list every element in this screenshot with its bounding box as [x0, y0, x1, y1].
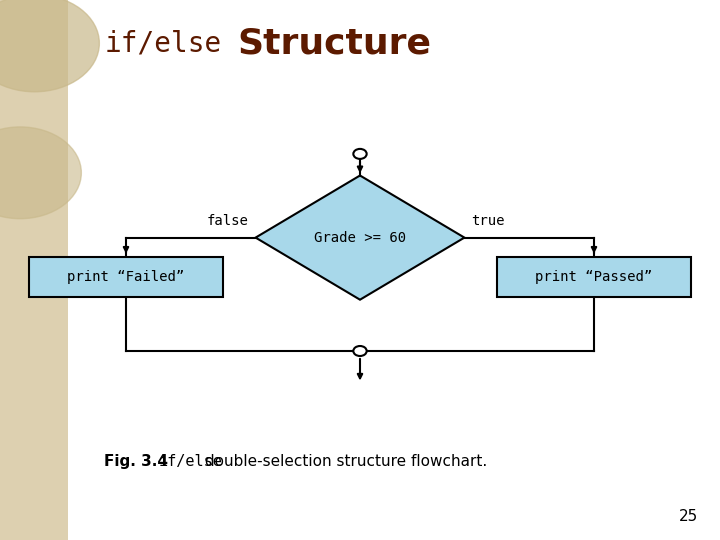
- Text: true: true: [472, 214, 505, 228]
- Text: Fig. 3.4: Fig. 3.4: [104, 454, 168, 469]
- Circle shape: [0, 0, 99, 92]
- Bar: [0, 0, 68, 540]
- Text: Structure: Structure: [238, 26, 431, 60]
- Text: print “Failed”: print “Failed”: [68, 270, 184, 284]
- Circle shape: [354, 346, 366, 356]
- FancyBboxPatch shape: [29, 256, 223, 297]
- Text: 25: 25: [679, 509, 698, 524]
- FancyBboxPatch shape: [497, 256, 691, 297]
- Text: double-selection structure flowchart.: double-selection structure flowchart.: [200, 454, 487, 469]
- Polygon shape: [256, 176, 464, 300]
- Circle shape: [0, 127, 81, 219]
- Text: if/else: if/else: [104, 29, 222, 57]
- Circle shape: [354, 149, 366, 159]
- Text: if/else: if/else: [158, 454, 222, 469]
- Text: false: false: [207, 214, 248, 228]
- Text: print “Passed”: print “Passed”: [536, 270, 652, 284]
- Text: Grade >= 60: Grade >= 60: [314, 231, 406, 245]
